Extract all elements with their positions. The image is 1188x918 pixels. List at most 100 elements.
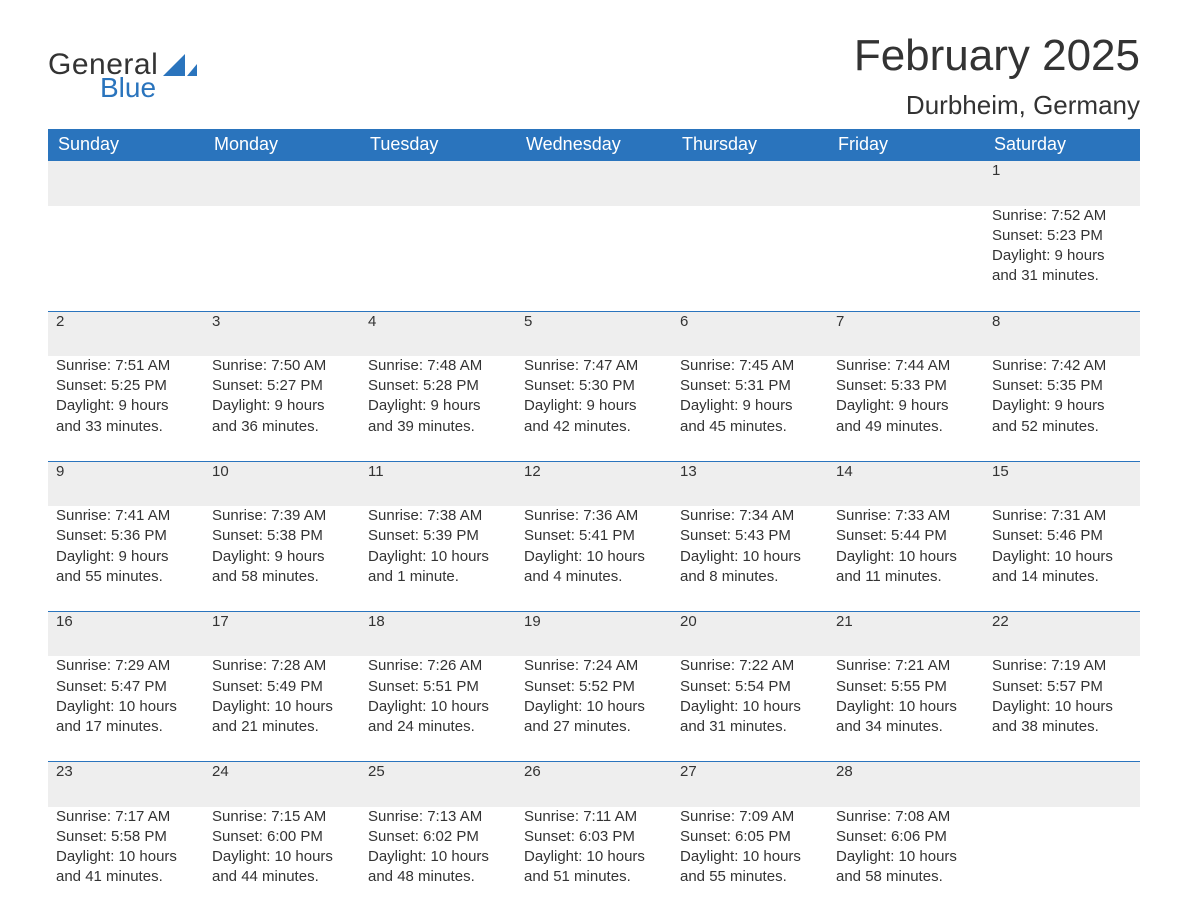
daylight-text: Daylight: 10 hours and 24 minutes. bbox=[368, 697, 508, 738]
day-number: 1 bbox=[984, 161, 1140, 206]
day-number bbox=[828, 161, 984, 206]
day-details: Sunrise: 7:50 AMSunset: 5:27 PMDaylight:… bbox=[204, 356, 360, 462]
sunset-text: Sunset: 5:49 PM bbox=[212, 677, 352, 697]
daylight-text: Daylight: 10 hours and 1 minute. bbox=[368, 547, 508, 588]
sunset-text: Sunset: 6:00 PM bbox=[212, 827, 352, 847]
day-number: 8 bbox=[984, 311, 1140, 356]
day-number: 6 bbox=[672, 311, 828, 356]
day-number: 13 bbox=[672, 461, 828, 506]
sunrise-text: Sunrise: 7:41 AM bbox=[56, 506, 196, 526]
sunset-text: Sunset: 6:02 PM bbox=[368, 827, 508, 847]
sunset-text: Sunset: 6:05 PM bbox=[680, 827, 820, 847]
sunset-text: Sunset: 5:46 PM bbox=[992, 526, 1132, 546]
day-number: 2 bbox=[48, 311, 204, 356]
daylight-text: Daylight: 9 hours and 39 minutes. bbox=[368, 396, 508, 437]
daylight-text: Daylight: 10 hours and 44 minutes. bbox=[212, 847, 352, 888]
day-details-row: Sunrise: 7:17 AMSunset: 5:58 PMDaylight:… bbox=[48, 807, 1140, 912]
day-number: 20 bbox=[672, 612, 828, 657]
day-number bbox=[204, 161, 360, 206]
day-number bbox=[516, 161, 672, 206]
day-details: Sunrise: 7:22 AMSunset: 5:54 PMDaylight:… bbox=[672, 656, 828, 762]
daylight-text: Daylight: 10 hours and 11 minutes. bbox=[836, 547, 976, 588]
sunset-text: Sunset: 6:03 PM bbox=[524, 827, 664, 847]
day-number: 9 bbox=[48, 461, 204, 506]
brand-logo: General Blue bbox=[48, 32, 197, 102]
day-details: Sunrise: 7:52 AMSunset: 5:23 PMDaylight:… bbox=[984, 206, 1140, 312]
weekday-header: Tuesday bbox=[360, 129, 516, 161]
sunrise-text: Sunrise: 7:11 AM bbox=[524, 807, 664, 827]
day-number-row: 232425262728 bbox=[48, 762, 1140, 807]
day-number: 26 bbox=[516, 762, 672, 807]
daylight-text: Daylight: 10 hours and 55 minutes. bbox=[680, 847, 820, 888]
day-number: 16 bbox=[48, 612, 204, 657]
sunset-text: Sunset: 5:25 PM bbox=[56, 376, 196, 396]
sunrise-text: Sunrise: 7:28 AM bbox=[212, 656, 352, 676]
weekday-header: Wednesday bbox=[516, 129, 672, 161]
sunset-text: Sunset: 5:44 PM bbox=[836, 526, 976, 546]
sunrise-text: Sunrise: 7:08 AM bbox=[836, 807, 976, 827]
sunset-text: Sunset: 5:31 PM bbox=[680, 376, 820, 396]
day-details: Sunrise: 7:48 AMSunset: 5:28 PMDaylight:… bbox=[360, 356, 516, 462]
sunset-text: Sunset: 5:33 PM bbox=[836, 376, 976, 396]
day-number: 17 bbox=[204, 612, 360, 657]
day-details: Sunrise: 7:36 AMSunset: 5:41 PMDaylight:… bbox=[516, 506, 672, 612]
day-details-row: Sunrise: 7:29 AMSunset: 5:47 PMDaylight:… bbox=[48, 656, 1140, 762]
day-details: Sunrise: 7:34 AMSunset: 5:43 PMDaylight:… bbox=[672, 506, 828, 612]
sunrise-text: Sunrise: 7:13 AM bbox=[368, 807, 508, 827]
sunrise-text: Sunrise: 7:24 AM bbox=[524, 656, 664, 676]
daylight-text: Daylight: 10 hours and 27 minutes. bbox=[524, 697, 664, 738]
daylight-text: Daylight: 10 hours and 58 minutes. bbox=[836, 847, 976, 888]
day-details: Sunrise: 7:24 AMSunset: 5:52 PMDaylight:… bbox=[516, 656, 672, 762]
daylight-text: Daylight: 10 hours and 51 minutes. bbox=[524, 847, 664, 888]
sunset-text: Sunset: 5:30 PM bbox=[524, 376, 664, 396]
day-details: Sunrise: 7:51 AMSunset: 5:25 PMDaylight:… bbox=[48, 356, 204, 462]
sunrise-text: Sunrise: 7:09 AM bbox=[680, 807, 820, 827]
day-number: 28 bbox=[828, 762, 984, 807]
day-details: Sunrise: 7:39 AMSunset: 5:38 PMDaylight:… bbox=[204, 506, 360, 612]
day-number: 18 bbox=[360, 612, 516, 657]
daylight-text: Daylight: 10 hours and 31 minutes. bbox=[680, 697, 820, 738]
sunrise-text: Sunrise: 7:34 AM bbox=[680, 506, 820, 526]
sunrise-text: Sunrise: 7:52 AM bbox=[992, 206, 1132, 226]
day-details bbox=[204, 206, 360, 312]
day-details: Sunrise: 7:09 AMSunset: 6:05 PMDaylight:… bbox=[672, 807, 828, 912]
weekday-header: Sunday bbox=[48, 129, 204, 161]
sunset-text: Sunset: 5:27 PM bbox=[212, 376, 352, 396]
day-details: Sunrise: 7:21 AMSunset: 5:55 PMDaylight:… bbox=[828, 656, 984, 762]
day-number: 14 bbox=[828, 461, 984, 506]
day-number: 4 bbox=[360, 311, 516, 356]
sunrise-text: Sunrise: 7:50 AM bbox=[212, 356, 352, 376]
day-details: Sunrise: 7:28 AMSunset: 5:49 PMDaylight:… bbox=[204, 656, 360, 762]
day-number bbox=[984, 762, 1140, 807]
daylight-text: Daylight: 9 hours and 49 minutes. bbox=[836, 396, 976, 437]
sunset-text: Sunset: 5:28 PM bbox=[368, 376, 508, 396]
day-details: Sunrise: 7:42 AMSunset: 5:35 PMDaylight:… bbox=[984, 356, 1140, 462]
day-number-row: 2345678 bbox=[48, 311, 1140, 356]
day-number bbox=[360, 161, 516, 206]
day-details: Sunrise: 7:15 AMSunset: 6:00 PMDaylight:… bbox=[204, 807, 360, 912]
day-details: Sunrise: 7:41 AMSunset: 5:36 PMDaylight:… bbox=[48, 506, 204, 612]
day-number: 5 bbox=[516, 311, 672, 356]
sunset-text: Sunset: 5:57 PM bbox=[992, 677, 1132, 697]
daylight-text: Daylight: 10 hours and 48 minutes. bbox=[368, 847, 508, 888]
weekday-header: Thursday bbox=[672, 129, 828, 161]
calendar-table: Sunday Monday Tuesday Wednesday Thursday… bbox=[48, 129, 1140, 911]
sunset-text: Sunset: 5:43 PM bbox=[680, 526, 820, 546]
weekday-header-row: Sunday Monday Tuesday Wednesday Thursday… bbox=[48, 129, 1140, 161]
sunrise-text: Sunrise: 7:15 AM bbox=[212, 807, 352, 827]
day-details bbox=[360, 206, 516, 312]
sunset-text: Sunset: 5:58 PM bbox=[56, 827, 196, 847]
sunrise-text: Sunrise: 7:21 AM bbox=[836, 656, 976, 676]
day-number: 15 bbox=[984, 461, 1140, 506]
sunrise-text: Sunrise: 7:42 AM bbox=[992, 356, 1132, 376]
day-details: Sunrise: 7:29 AMSunset: 5:47 PMDaylight:… bbox=[48, 656, 204, 762]
day-number: 24 bbox=[204, 762, 360, 807]
sunset-text: Sunset: 5:35 PM bbox=[992, 376, 1132, 396]
day-details: Sunrise: 7:38 AMSunset: 5:39 PMDaylight:… bbox=[360, 506, 516, 612]
sunrise-text: Sunrise: 7:44 AM bbox=[836, 356, 976, 376]
sunset-text: Sunset: 5:47 PM bbox=[56, 677, 196, 697]
day-number: 10 bbox=[204, 461, 360, 506]
daylight-text: Daylight: 10 hours and 8 minutes. bbox=[680, 547, 820, 588]
day-number: 21 bbox=[828, 612, 984, 657]
title-block: February 2025 Durbheim, Germany bbox=[854, 32, 1140, 121]
